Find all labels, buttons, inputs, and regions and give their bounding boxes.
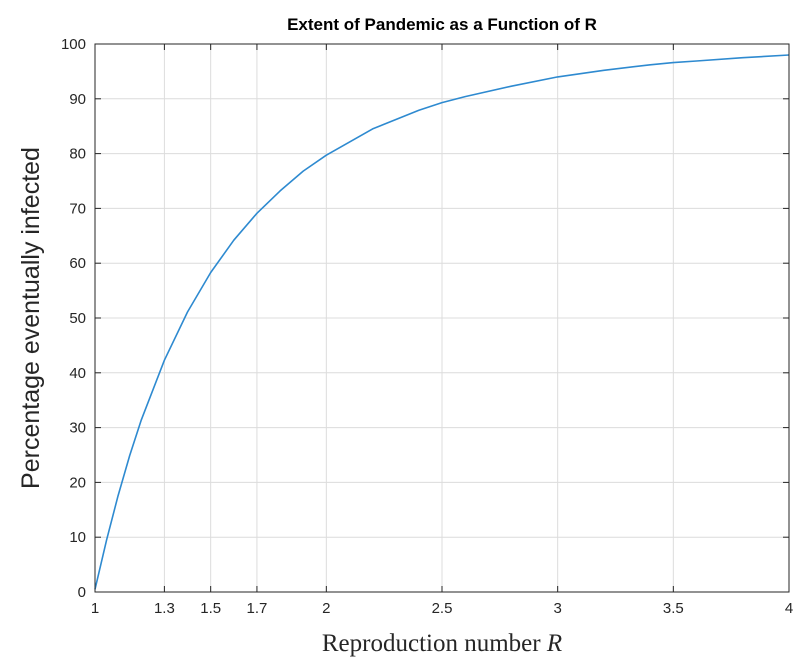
x-tick-label: 3.5 <box>663 600 684 617</box>
y-tick-label: 10 <box>69 529 86 546</box>
y-tick-label: 80 <box>69 146 86 163</box>
y-tick-label: 40 <box>69 365 86 382</box>
x-axis-label-variable: R <box>546 630 562 657</box>
ticks <box>94 43 790 593</box>
x-tick-label: 3 <box>553 600 561 617</box>
y-axis-label: Percentage eventually infected <box>17 147 45 489</box>
y-tick-label: 30 <box>69 420 86 437</box>
x-tick-label: 2.5 <box>432 600 453 617</box>
y-tick-label: 60 <box>69 255 86 272</box>
y-tick-label: 90 <box>69 91 86 108</box>
x-tick-label: 1.5 <box>200 600 221 617</box>
y-tick-label: 100 <box>61 36 86 53</box>
tick-labels: 1 1.3 1.5 1.7 2 2.5 3 3.5 4010203040506070809010… <box>61 36 793 617</box>
grid <box>95 44 789 592</box>
x-axis-label: Reproduction number R <box>322 630 562 657</box>
x-axis-label-text: Reproduction number <box>322 630 541 657</box>
series-line <box>94 54 790 590</box>
x-tick-label: 1 <box>91 600 99 617</box>
y-tick-label: 70 <box>69 200 86 217</box>
series-layer <box>94 54 790 590</box>
x-tick-label: 2 <box>322 600 330 617</box>
y-tick-label: 20 <box>69 474 86 491</box>
x-tick-label: 4 <box>785 600 793 617</box>
chart-title: Extent of Pandemic as a Function of R <box>287 15 597 34</box>
y-tick-label: 50 <box>69 310 86 327</box>
x-tick-label: 1.3 <box>154 600 175 617</box>
y-tick-label: 0 <box>78 584 86 601</box>
x-tick-label: 1.7 <box>247 600 268 617</box>
